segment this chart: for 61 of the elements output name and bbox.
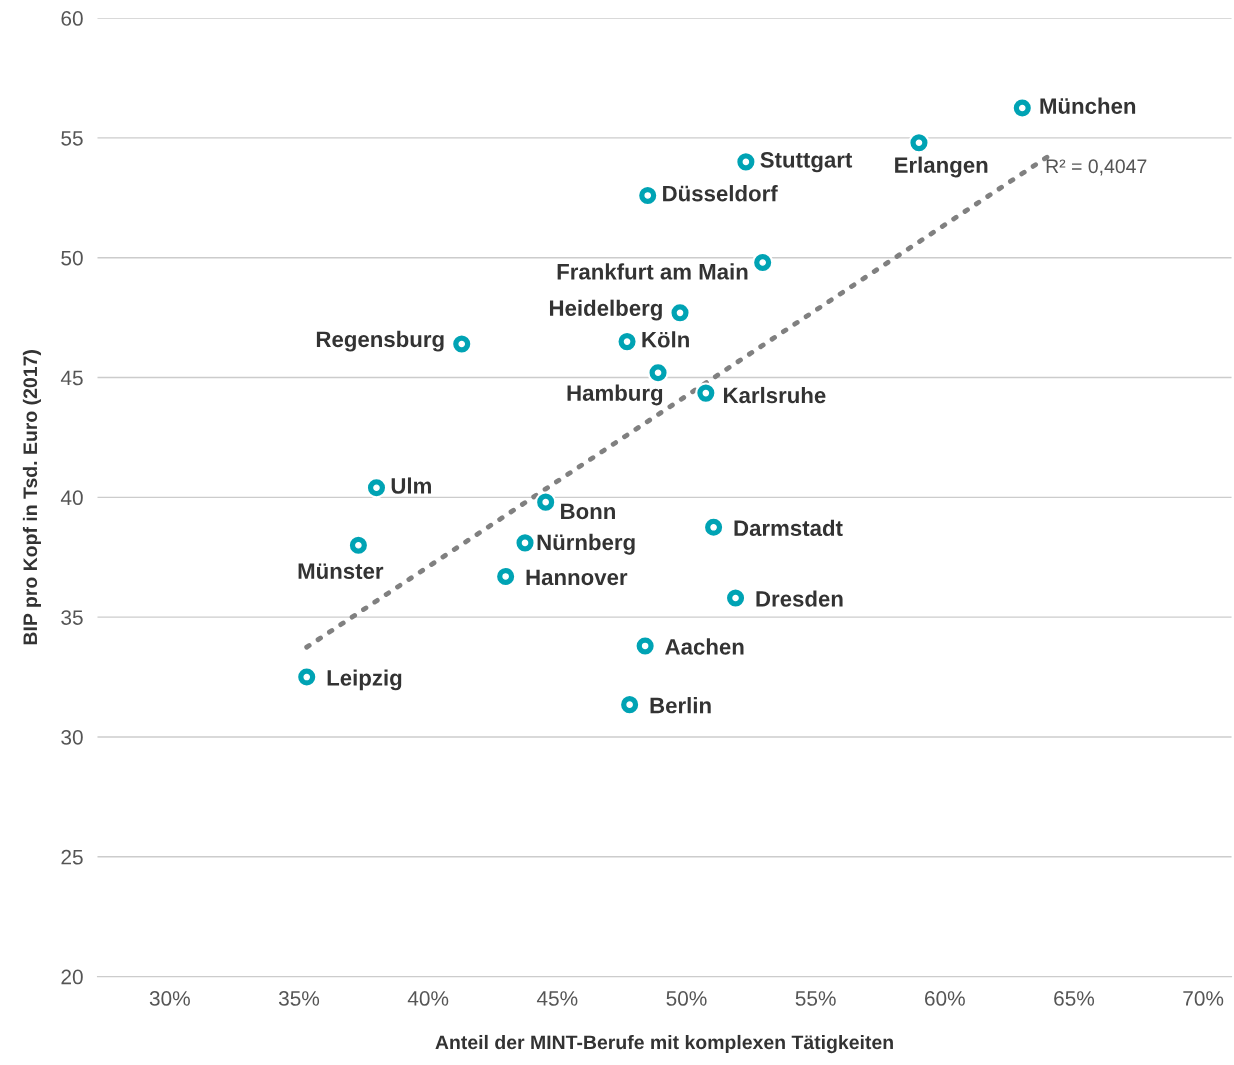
x-tick-label: 70% [1183,991,1224,1006]
annotation: Hannover [526,569,628,586]
y-axis-title: BIP pro Kopf in Tsd. Euro (2017) [22,350,41,645]
annotation: R² = 0,4047 [1046,159,1147,176]
annotation: Bonn [561,503,615,520]
annotation: München [1040,97,1136,114]
y-tick-label: 35 [61,610,83,625]
y-tick-label: 20 [61,969,83,985]
point [634,635,656,657]
annotation: Heidelberg [549,299,662,321]
point [1011,97,1033,119]
annotation: Leipzig [327,669,402,691]
annotation: Karlsruhe [723,386,826,404]
y-tick-label: 30 [61,729,83,745]
x-tick-label: 45% [536,991,578,1006]
x-tick-label: 50% [666,991,707,1006]
point [347,534,370,556]
y-tick-label: 55 [61,131,83,146]
point [908,132,930,154]
point [535,491,557,513]
annotation: Köln [642,331,689,348]
annotation: Stuttgart [760,152,853,173]
x-tick-label: 35% [278,991,320,1006]
point [495,565,517,588]
y-tick-label: 25 [61,849,83,865]
annotation: Nürnberg [537,533,635,555]
annotation: Regensburg [316,330,444,352]
x-tick-label: 65% [1054,991,1095,1006]
x-tick-label: 55% [795,991,836,1006]
x-tick-label: 30% [149,991,190,1006]
point [669,302,691,324]
point [702,516,725,538]
annotation: Frankfurt am Main [557,263,748,280]
point [296,666,318,688]
point [647,362,669,384]
annotation: Erlangen [895,156,988,178]
point [365,477,388,499]
point [451,333,473,355]
annotation: Ulm [391,477,431,494]
annotation: Berlin [650,697,711,714]
annotation: Darmstadt [734,519,843,537]
annotation: Aachen [665,638,744,655]
point [695,382,717,404]
x-tick-label: 40% [407,991,449,1006]
y-tick-label: 40 [60,490,83,506]
point [735,151,757,173]
point [637,184,659,207]
point [619,694,641,716]
y-tick-label: 50 [61,250,83,266]
annotation: Düsseldorf [663,185,778,202]
y-tick-label: 60 [61,11,83,26]
point [616,330,638,353]
x-axis-title: Anteil der MINT-Berufe mit komplexen Tätigkeiten [435,1034,893,1054]
annotation: Dresden [756,590,843,607]
annotation: Münster [298,563,384,580]
point [752,251,774,274]
point [514,532,536,554]
point [724,587,747,609]
annotation: Hamburg [567,384,663,406]
y-tick-label: 45 [60,370,83,386]
x-tick-label: 60% [925,991,965,1006]
